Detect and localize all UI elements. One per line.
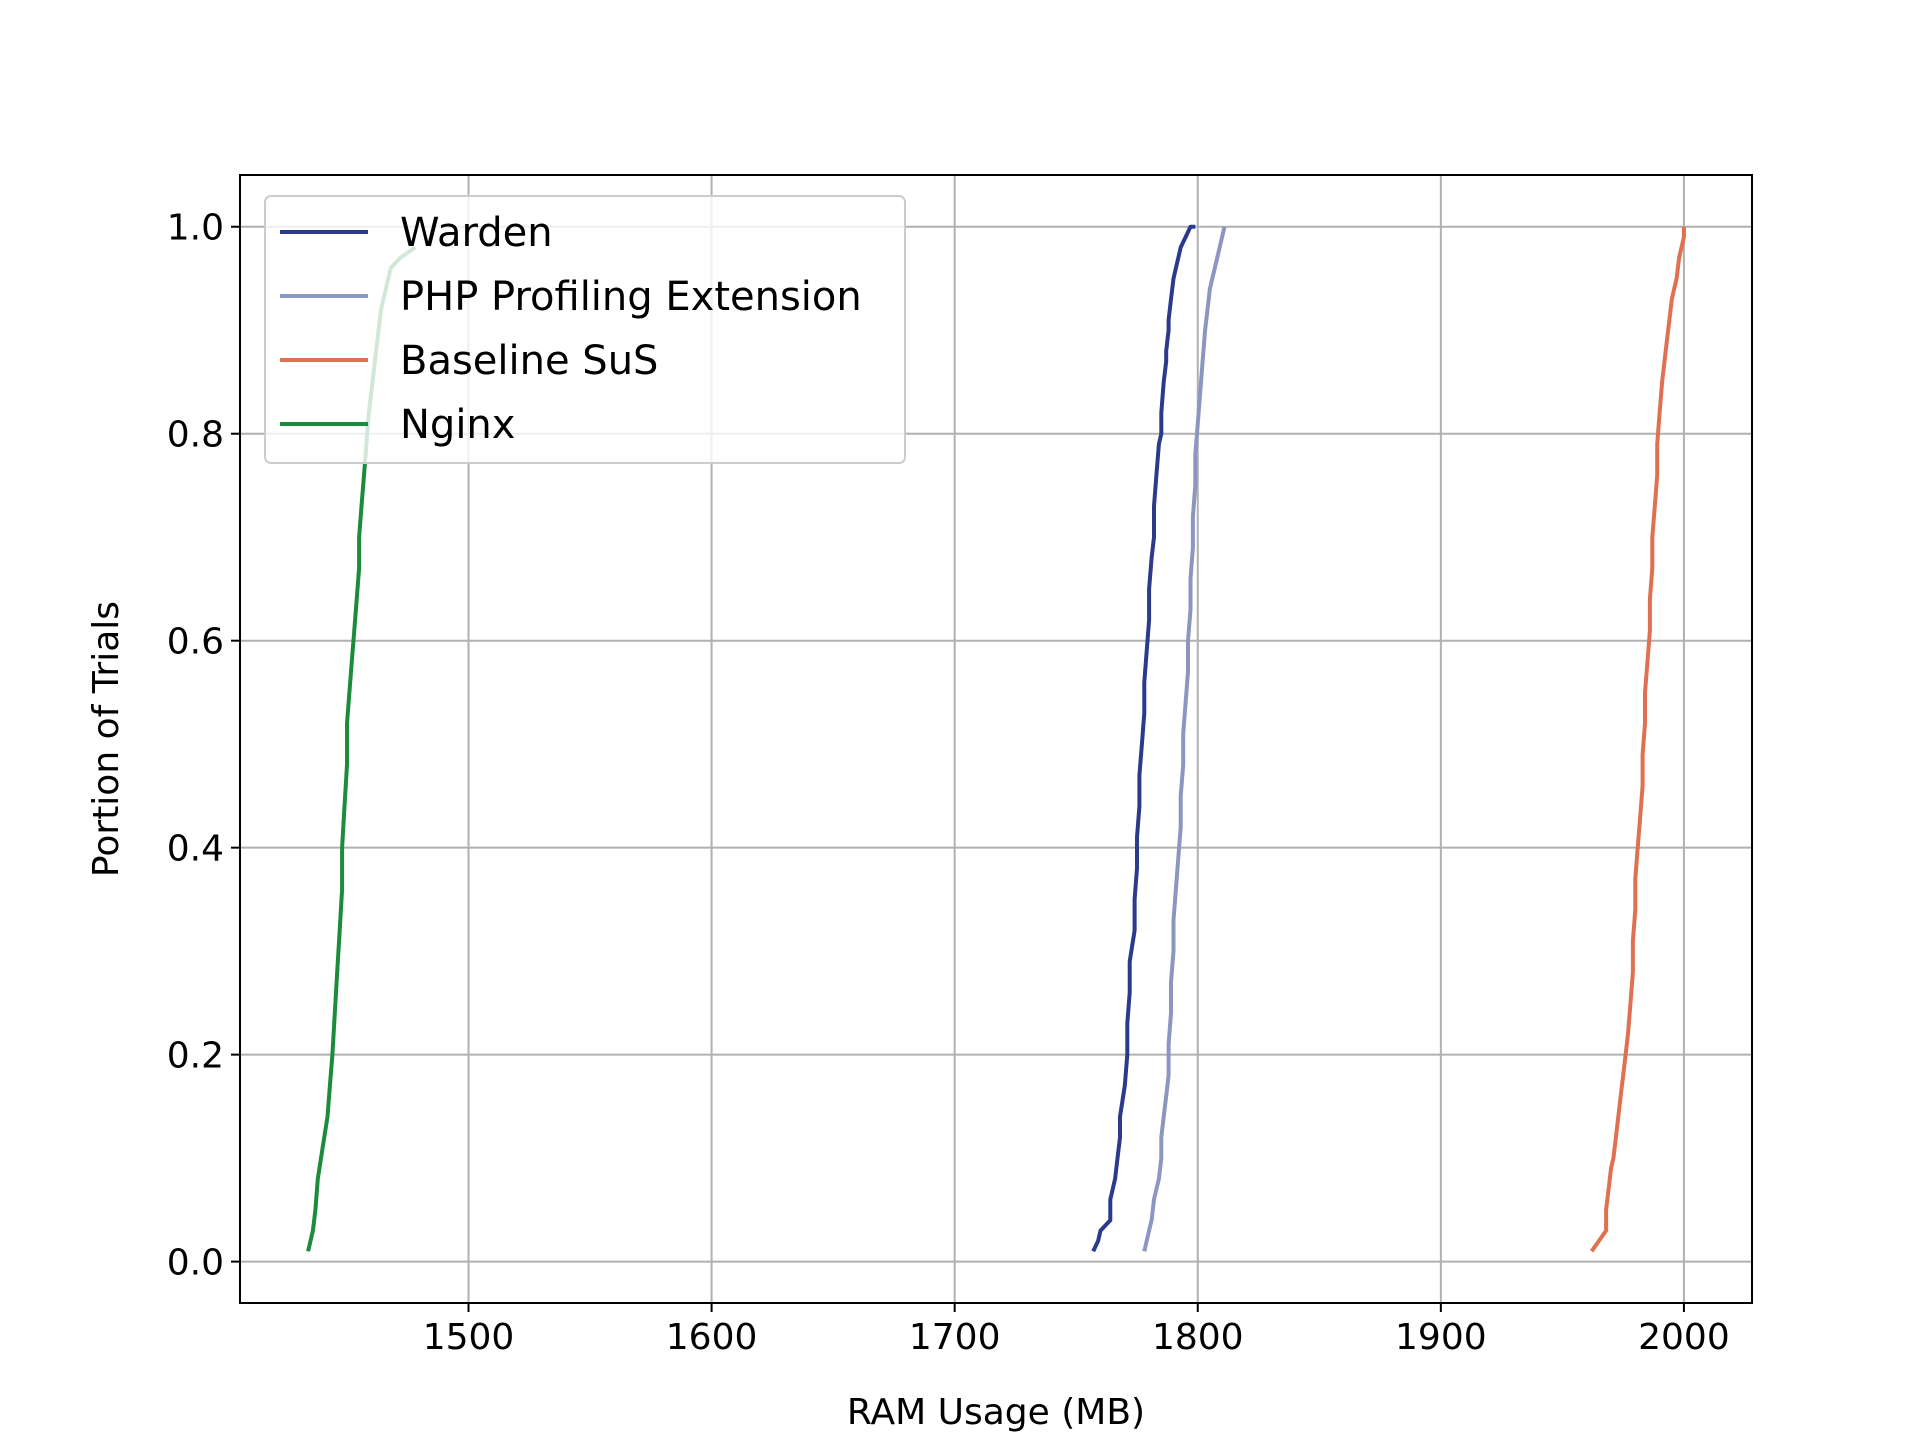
- x-tick-label: 1900: [1395, 1317, 1487, 1358]
- x-tick-label: 1700: [909, 1317, 1001, 1358]
- plot-frame: [239, 174, 1753, 1304]
- y-tick-label: 0.0: [167, 1243, 224, 1284]
- series-line-1: [1142, 226, 1227, 1252]
- x-axis-label: RAM Usage (MB): [847, 1392, 1145, 1433]
- x-tick-label: 1600: [666, 1317, 758, 1358]
- ticks: 1500 1600 1700 1800 1900 2000 0.0 0.2 0.4 0.6 0.8 1…: [167, 208, 1730, 1358]
- legend-label-3: Nginx: [400, 402, 515, 448]
- legend: Warden PHP Profiling Extension Baseline Su…: [264, 195, 906, 464]
- y-tick-label: 1.0: [167, 208, 224, 249]
- y-tick-label: 0.4: [167, 829, 224, 870]
- legend-box: [264, 195, 906, 464]
- y-axis-label: Portion of Trials: [86, 601, 127, 877]
- legend-label-2: Baseline SuS: [400, 338, 658, 384]
- legend-label-1: PHP Profiling Extension: [400, 274, 862, 320]
- x-tick-label: 1500: [423, 1317, 515, 1358]
- x-tick-label: 2000: [1638, 1317, 1730, 1358]
- legend-label-0: Warden: [400, 210, 553, 256]
- series-line-0: [1091, 224, 1196, 1253]
- grid: [240, 175, 1752, 1303]
- x-tick-label: 1800: [1152, 1317, 1244, 1358]
- y-tick-label: 0.6: [167, 622, 224, 663]
- y-tick-label: 0.2: [167, 1036, 224, 1077]
- y-tick-label: 0.8: [167, 415, 224, 456]
- series-line-2: [1589, 226, 1686, 1253]
